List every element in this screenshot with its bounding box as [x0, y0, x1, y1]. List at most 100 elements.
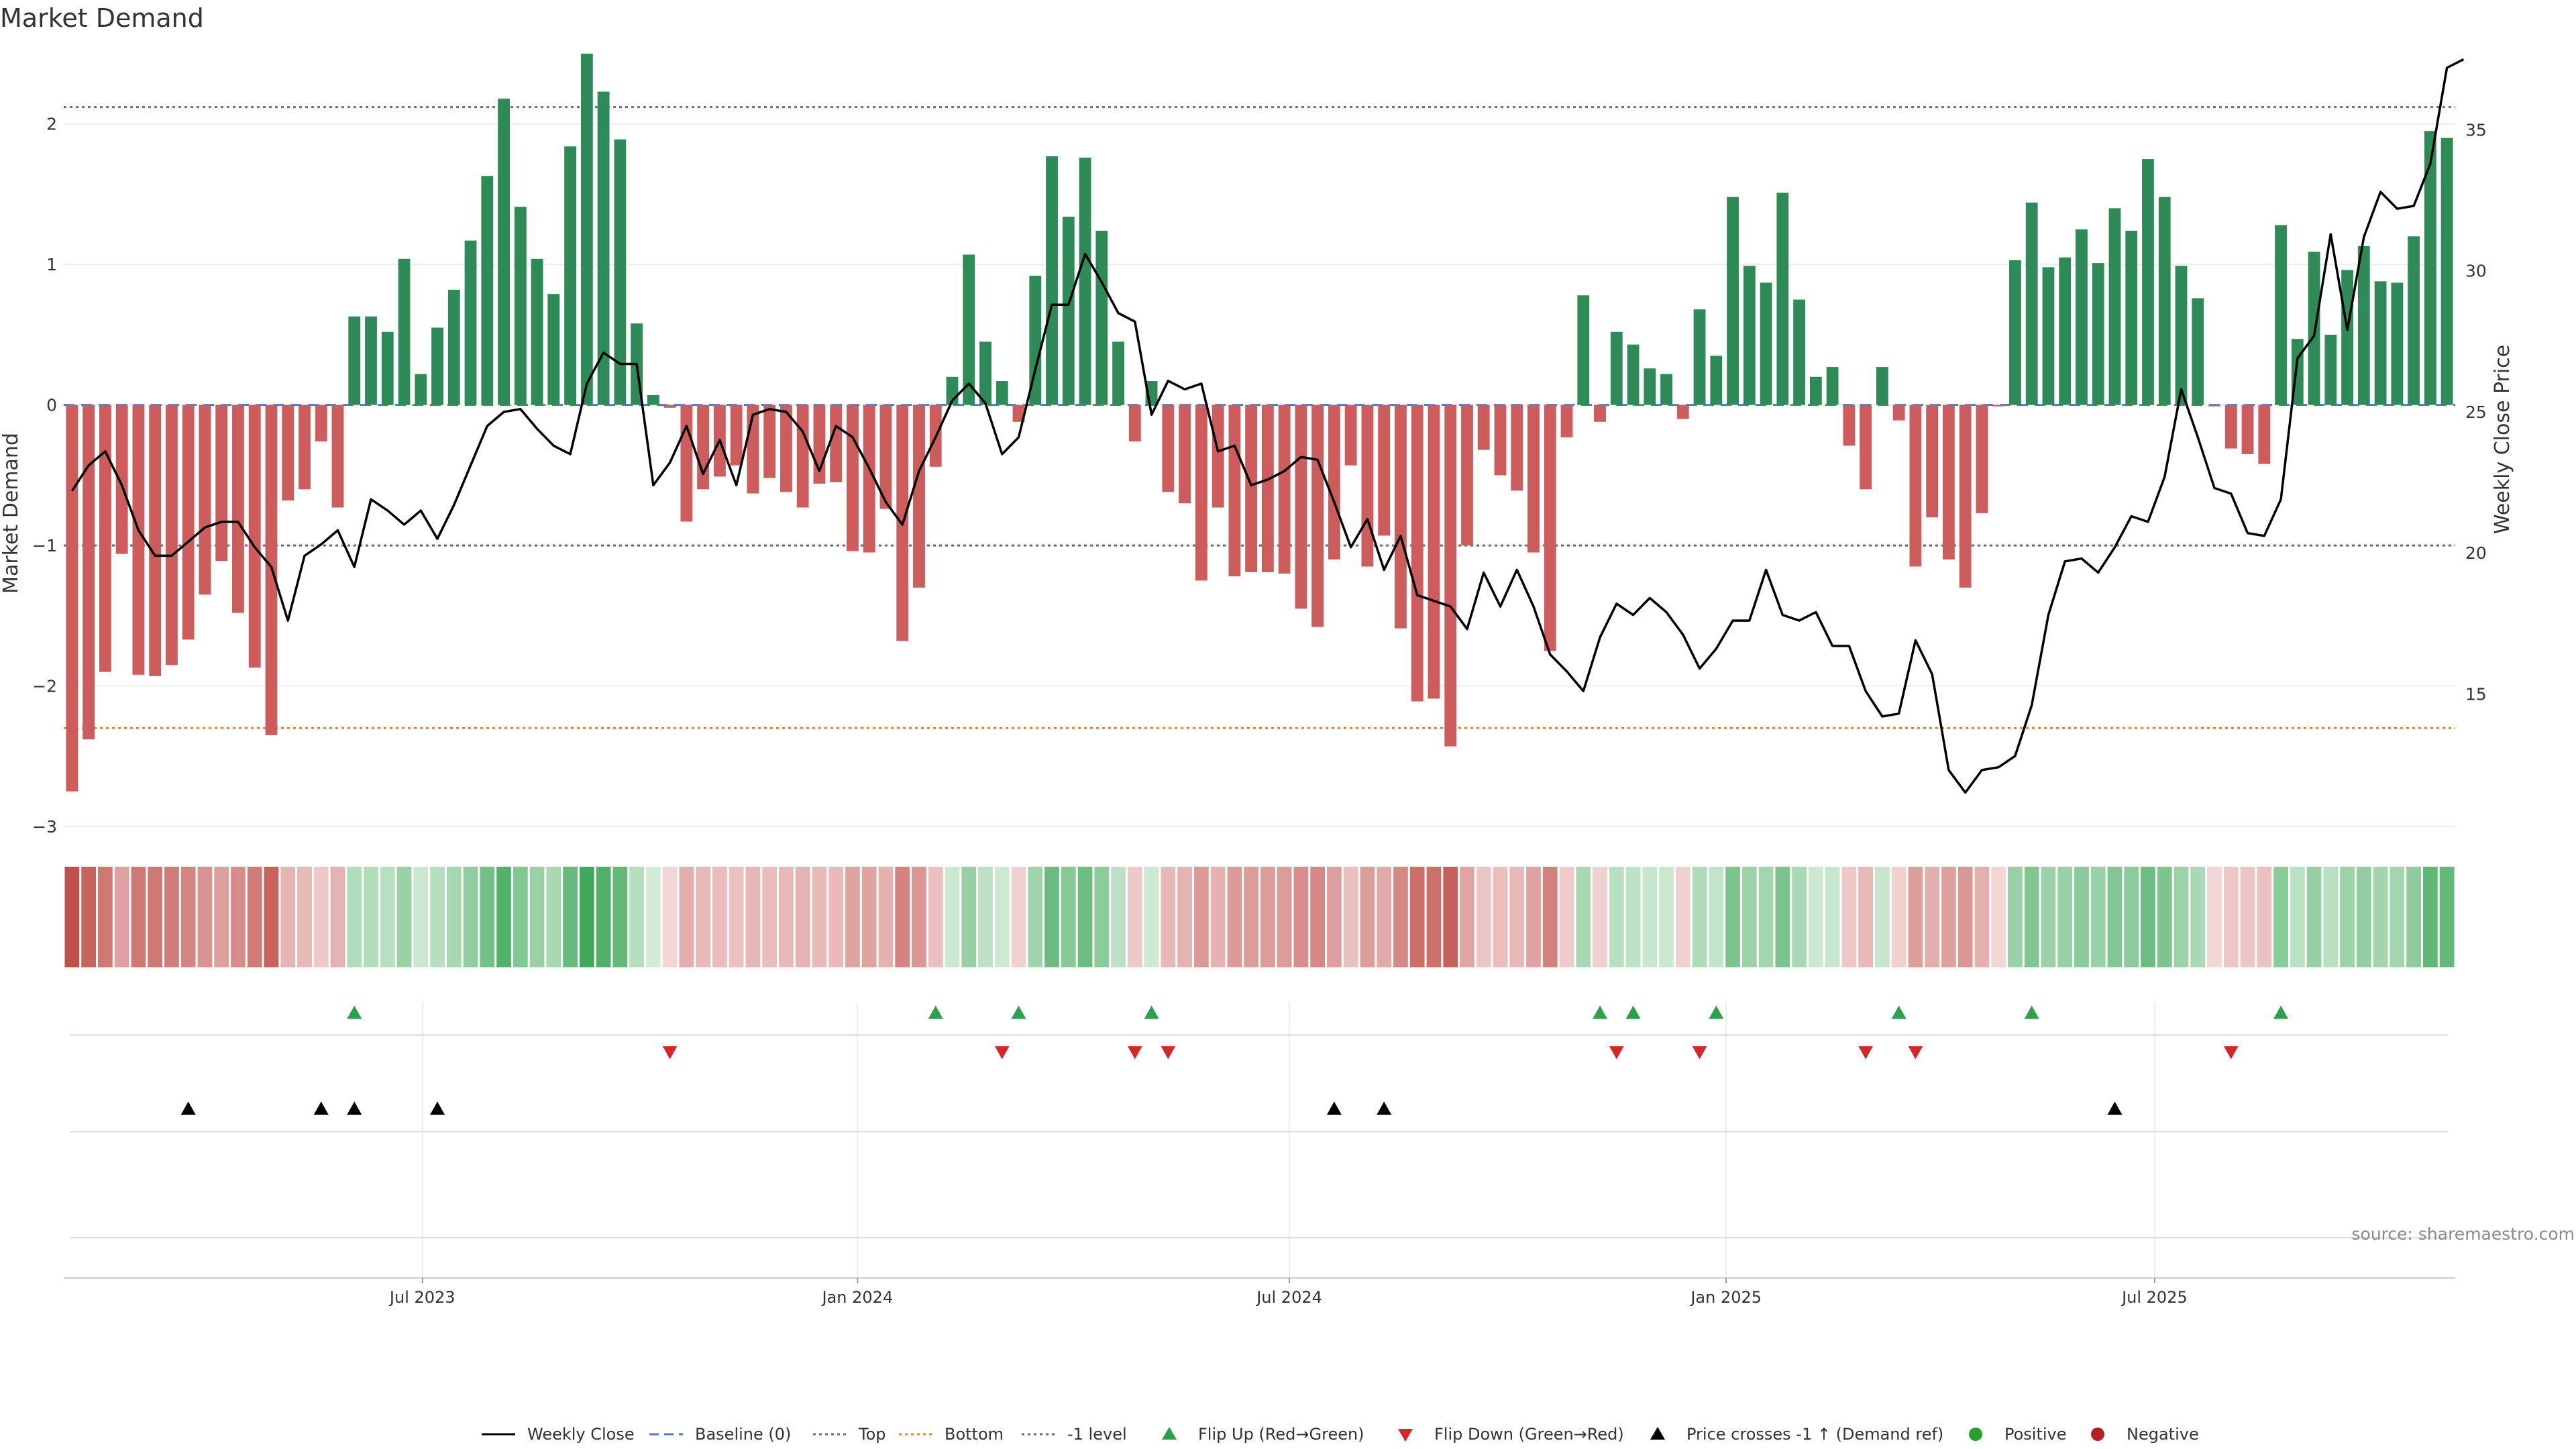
- price-cross-marker: [2107, 1102, 2123, 1115]
- legend-item: Top: [813, 1425, 886, 1444]
- intensity-cell: [2240, 867, 2255, 967]
- intensity-cell: [1808, 867, 1823, 967]
- legend-item: Weekly Close: [482, 1425, 635, 1444]
- intensity-cell: [81, 867, 97, 967]
- legend-label: Bottom: [945, 1425, 1004, 1444]
- demand-bar: [1095, 230, 1108, 405]
- intensity-cell: [1559, 867, 1574, 967]
- demand-bar: [2208, 405, 2220, 407]
- intensity-cell: [2107, 867, 2123, 967]
- demand-bar: [215, 405, 228, 561]
- legend-swatch: [2091, 1428, 2104, 1441]
- intensity-cell: [330, 867, 345, 967]
- demand-bar: [663, 405, 676, 408]
- intensity-cell: [2356, 867, 2371, 967]
- demand-bar: [1228, 405, 1241, 577]
- demand-bars: [66, 54, 2453, 792]
- demand-bar: [2125, 230, 2138, 405]
- demand-bar: [1128, 405, 1141, 442]
- flip-up-marker: [1144, 1006, 1159, 1019]
- intensity-cell: [563, 867, 578, 967]
- demand-bar: [780, 405, 792, 492]
- price-cross-marker: [347, 1102, 362, 1115]
- flip-down-marker: [1692, 1046, 1707, 1059]
- intensity-cell: [1460, 867, 1474, 967]
- demand-bar: [2192, 298, 2204, 405]
- intensity-cell: [231, 867, 246, 967]
- demand-bar: [1461, 405, 1473, 546]
- demand-bar: [431, 327, 443, 405]
- demand-bar: [863, 405, 875, 553]
- flip-up-marker: [347, 1006, 362, 1019]
- demand-bar: [1660, 374, 1672, 405]
- legend-label: Weekly Close: [527, 1425, 635, 1444]
- demand-bar: [2324, 334, 2337, 405]
- demand-bar: [398, 258, 411, 405]
- intensity-cell: [1792, 867, 1807, 967]
- demand-bar: [2341, 270, 2353, 405]
- demand-bar: [564, 146, 576, 405]
- intensity-cell: [812, 867, 827, 967]
- intensity-cell: [1493, 867, 1508, 967]
- flip-up-marker: [1593, 1006, 1608, 1019]
- right-axis-label: Weekly Close Price: [2491, 345, 2514, 534]
- intensity-cell: [1991, 867, 2006, 967]
- demand-bar: [2258, 405, 2271, 464]
- left-axis-ticks: 2 1 0 −1 −2 −3: [32, 115, 57, 837]
- intensity-cell: [214, 867, 229, 967]
- intensity-cell: [679, 867, 694, 967]
- intensity-cell: [446, 867, 462, 967]
- flip-up-marker: [2024, 1006, 2039, 1019]
- intensity-cell: [64, 867, 80, 967]
- demand-bar: [847, 405, 859, 551]
- legend-item: Flip Down (Green→Red): [1398, 1425, 1624, 1444]
- intensity-cell: [912, 867, 926, 967]
- legend-item: Baseline (0): [649, 1425, 791, 1444]
- intensity-cell: [1957, 867, 1973, 967]
- intensity-cell: [264, 867, 279, 967]
- demand-bar: [2424, 131, 2436, 405]
- intensity-cell: [114, 867, 129, 967]
- demand-bar: [580, 54, 593, 405]
- demand-bar: [1261, 405, 1274, 572]
- flip-up-marker: [1709, 1006, 1724, 1019]
- right-tick-label: 35: [2465, 121, 2487, 140]
- flip-down-marker: [1858, 1046, 1874, 1059]
- intensity-cell: [2041, 867, 2056, 967]
- demand-bar: [415, 374, 427, 405]
- demand-bar: [1776, 193, 1789, 405]
- intensity-cell: [745, 867, 761, 967]
- intensity-cell: [1260, 867, 1275, 967]
- demand-bar: [2025, 203, 2038, 405]
- demand-bar: [1477, 405, 1490, 450]
- demand-bar: [730, 405, 743, 466]
- demand-bar: [2374, 281, 2387, 405]
- chart-title: Market Demand: [0, 3, 204, 33]
- demand-bar: [1809, 376, 1822, 405]
- intensity-cell: [1542, 867, 1558, 967]
- demand-bar: [1594, 405, 1606, 422]
- intensity-cell: [1875, 867, 1890, 967]
- left-tick-label: −3: [32, 817, 57, 837]
- intensity-cell: [1576, 867, 1591, 967]
- intensity-cell: [2008, 867, 2023, 967]
- intensity-cell: [1094, 867, 1110, 967]
- legend-item: Flip Up (Red→Green): [1162, 1425, 1364, 1444]
- date-tick-label: Jan 2025: [1689, 1288, 1762, 1307]
- demand-bar: [115, 405, 128, 554]
- price-cross-marker: [1377, 1102, 1392, 1115]
- demand-bar: [1693, 309, 1706, 405]
- intensity-cell: [779, 867, 794, 967]
- demand-bar: [514, 207, 527, 405]
- demand-bar: [1926, 405, 1939, 518]
- flip-up-marker: [1891, 1006, 1907, 1019]
- intensity-cell: [696, 867, 711, 967]
- demand-bar: [1344, 405, 1357, 466]
- intensity-cell: [845, 867, 860, 967]
- intensity-cell: [1509, 867, 1525, 967]
- legend-label: Positive: [2004, 1425, 2067, 1444]
- demand-bar: [1046, 156, 1058, 405]
- demand-bar: [199, 405, 211, 595]
- legend-item: -1 level: [1022, 1425, 1127, 1444]
- intensity-cell: [2406, 867, 2421, 967]
